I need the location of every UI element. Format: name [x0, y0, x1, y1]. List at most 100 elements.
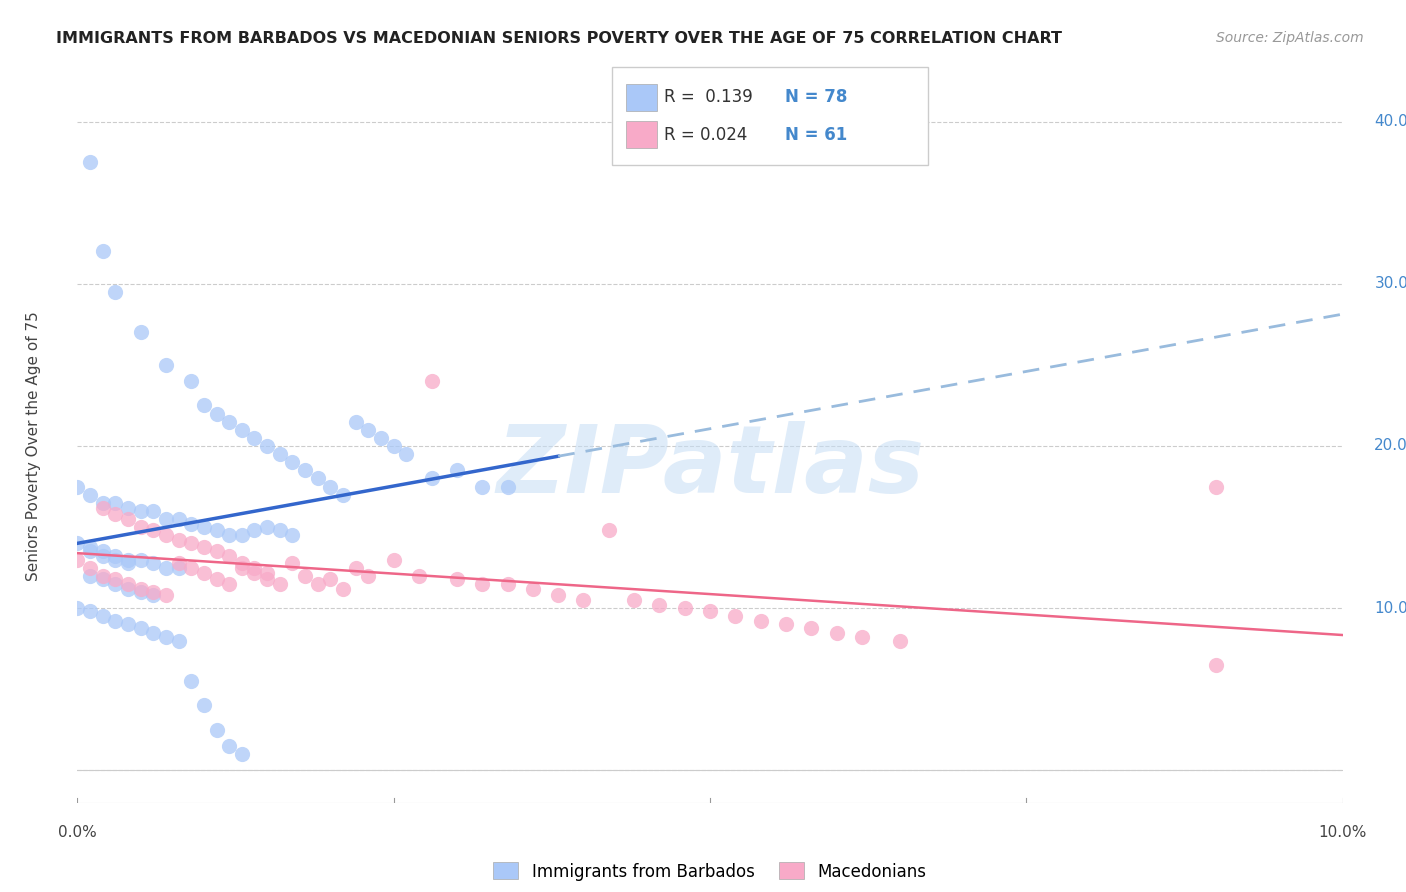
Point — [420, 374, 443, 388]
Point — [79, 540, 101, 554]
Point — [79, 488, 101, 502]
Point — [408, 568, 430, 582]
Point — [800, 621, 823, 635]
Point — [66, 552, 89, 566]
Point — [547, 588, 569, 602]
Point — [231, 556, 253, 570]
Text: 0.0%: 0.0% — [58, 825, 97, 840]
Point — [167, 633, 190, 648]
Text: N = 78: N = 78 — [785, 88, 846, 106]
Point — [218, 528, 240, 542]
Point — [889, 633, 911, 648]
Point — [673, 601, 696, 615]
Point — [167, 512, 190, 526]
Point — [180, 560, 202, 574]
Point — [243, 431, 266, 445]
Point — [344, 415, 367, 429]
Point — [344, 560, 367, 574]
Point — [749, 614, 772, 628]
Point — [648, 598, 671, 612]
Point — [471, 577, 494, 591]
Point — [1205, 657, 1227, 672]
Point — [205, 524, 228, 538]
Point — [91, 572, 114, 586]
Point — [180, 374, 202, 388]
Point — [269, 447, 291, 461]
Point — [294, 568, 316, 582]
Text: ZIPatlas: ZIPatlas — [496, 421, 924, 514]
Point — [471, 479, 494, 493]
Point — [104, 507, 127, 521]
Point — [104, 614, 127, 628]
Point — [104, 549, 127, 564]
Point — [129, 520, 152, 534]
Point — [281, 556, 304, 570]
Point — [446, 572, 468, 586]
Point — [231, 528, 253, 542]
Point — [218, 577, 240, 591]
Point — [180, 536, 202, 550]
Point — [117, 577, 139, 591]
Point — [66, 536, 89, 550]
Point — [193, 399, 215, 413]
Point — [91, 544, 114, 558]
Point — [256, 566, 278, 580]
Point — [395, 447, 418, 461]
Point — [91, 609, 114, 624]
Point — [281, 528, 304, 542]
Point — [218, 549, 240, 564]
Point — [572, 593, 595, 607]
Point — [142, 585, 165, 599]
Point — [104, 577, 127, 591]
Point — [231, 423, 253, 437]
Point — [307, 577, 329, 591]
Point — [256, 439, 278, 453]
Point — [117, 556, 139, 570]
Point — [598, 524, 620, 538]
Point — [357, 423, 380, 437]
Point — [699, 604, 721, 618]
Point — [231, 560, 253, 574]
Point — [332, 488, 354, 502]
Point — [319, 572, 342, 586]
Point — [243, 566, 266, 580]
Point — [269, 577, 291, 591]
Point — [79, 568, 101, 582]
Point — [522, 582, 544, 596]
Point — [91, 568, 114, 582]
Point — [496, 577, 519, 591]
Point — [319, 479, 342, 493]
Point — [91, 496, 114, 510]
Text: Seniors Poverty Over the Age of 75: Seniors Poverty Over the Age of 75 — [25, 311, 41, 581]
Point — [117, 617, 139, 632]
Point — [155, 560, 177, 574]
Point — [142, 504, 165, 518]
Point — [91, 500, 114, 515]
Point — [382, 439, 405, 453]
Point — [167, 533, 190, 547]
Text: 40.0%: 40.0% — [1375, 114, 1406, 129]
Point — [66, 601, 89, 615]
Point — [142, 524, 165, 538]
Text: 10.0%: 10.0% — [1375, 600, 1406, 615]
Point — [231, 747, 253, 761]
Point — [180, 674, 202, 689]
Point — [256, 572, 278, 586]
Point — [825, 625, 848, 640]
Point — [193, 540, 215, 554]
Point — [205, 407, 228, 421]
Point — [180, 516, 202, 531]
Point — [420, 471, 443, 485]
Point — [446, 463, 468, 477]
Text: R = 0.024: R = 0.024 — [664, 126, 747, 144]
Point — [155, 588, 177, 602]
Point — [193, 698, 215, 713]
Point — [496, 479, 519, 493]
Point — [79, 544, 101, 558]
Point — [79, 604, 101, 618]
Point — [79, 155, 101, 169]
Text: N = 61: N = 61 — [785, 126, 846, 144]
Point — [129, 326, 152, 340]
Point — [205, 723, 228, 737]
Text: 30.0%: 30.0% — [1375, 277, 1406, 292]
